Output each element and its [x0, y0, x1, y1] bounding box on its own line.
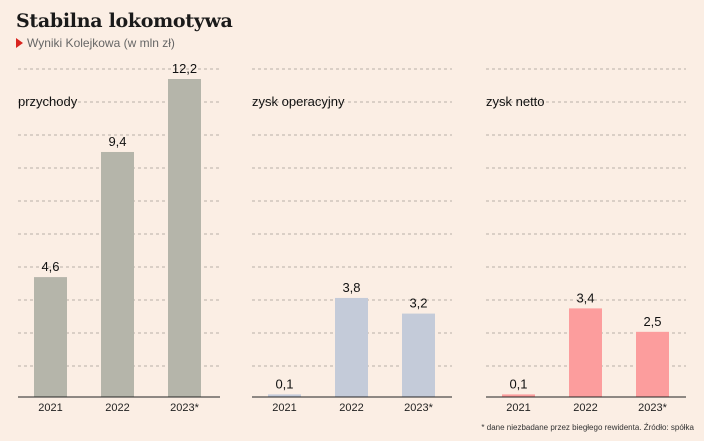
bar — [268, 394, 301, 397]
panel-title: przychody — [18, 94, 78, 109]
bar — [34, 277, 67, 397]
category-label: 2021 — [506, 402, 530, 414]
data-label: 4,6 — [41, 259, 59, 274]
data-label: 9,4 — [108, 134, 126, 149]
panel-title: zysk netto — [486, 94, 545, 109]
bar — [335, 297, 368, 397]
panel-title: zysk operacyjny — [252, 94, 345, 109]
data-label: 2,5 — [643, 314, 661, 329]
data-label: 3,8 — [342, 280, 360, 295]
data-label: 3,4 — [576, 290, 594, 305]
category-label: 2022 — [105, 402, 129, 414]
data-label: 0,1 — [275, 376, 293, 391]
bar — [168, 79, 201, 397]
category-label: 2023* — [638, 402, 667, 414]
bar — [636, 331, 669, 397]
category-label: 2023* — [404, 402, 433, 414]
chart-subtitle: Wyniki Kolejkowa (w mln zł) — [16, 36, 175, 50]
triangle-icon — [16, 38, 23, 48]
data-label: 12,2 — [172, 61, 197, 76]
category-label: 2021 — [272, 402, 296, 414]
bar — [101, 151, 134, 397]
data-label: 0,1 — [509, 376, 527, 391]
data-label: 3,2 — [409, 296, 427, 311]
category-label: 2022 — [573, 402, 597, 414]
footnote: * dane niezbadane przez biegłego rewiden… — [481, 423, 694, 432]
category-label: 2021 — [38, 402, 62, 414]
bar — [502, 394, 535, 397]
subtitle-text: Wyniki Kolejkowa (w mln zł) — [27, 36, 175, 50]
bar — [569, 308, 602, 397]
bar — [402, 313, 435, 397]
chart-title: Stabilna lokomotywa — [16, 10, 233, 32]
category-label: 2022 — [339, 402, 363, 414]
category-label: 2023* — [170, 402, 199, 414]
